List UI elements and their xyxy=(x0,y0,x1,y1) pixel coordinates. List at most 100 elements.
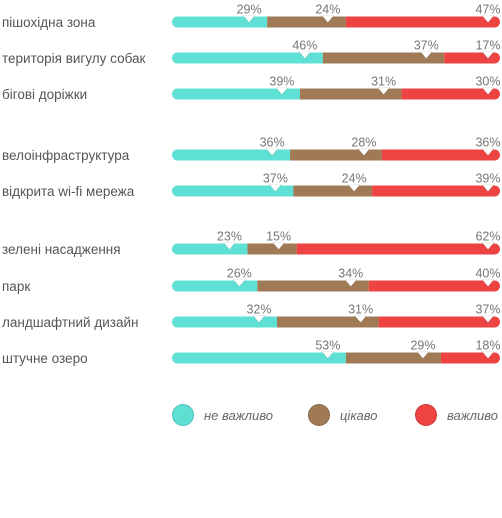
value-marker xyxy=(347,184,361,192)
bar-segment-interesting xyxy=(299,88,402,100)
bar-row xyxy=(172,52,500,64)
value-label: 39% xyxy=(475,172,500,186)
bar-row xyxy=(172,316,500,328)
category-label: зелені насадження xyxy=(2,242,121,257)
bar-segment-not-important xyxy=(172,280,258,292)
value-marker xyxy=(481,87,495,95)
bar-segment-interesting xyxy=(267,16,346,28)
bar-segment-not-important xyxy=(172,185,294,197)
stacked-bar-chart: пішохідна зона 29% 24% 47% територія вигулу … xyxy=(2,3,501,367)
value-label: 15% xyxy=(266,230,291,244)
bar-row xyxy=(172,185,500,197)
value-marker xyxy=(268,184,283,192)
value-label: 31% xyxy=(348,303,373,317)
bar-segment-important xyxy=(296,243,500,255)
legend-item-important[interactable]: важливо xyxy=(415,404,498,426)
value-marker xyxy=(481,351,495,359)
bar-segment-interesting xyxy=(247,243,297,255)
value-marker xyxy=(357,148,371,156)
value-marker xyxy=(481,315,495,323)
bar-row xyxy=(172,352,500,364)
bar-segment-interesting xyxy=(293,185,373,197)
value-marker xyxy=(481,184,495,192)
bar-segment-not-important xyxy=(172,16,268,28)
value-label: 37% xyxy=(475,303,500,317)
category-label: велоінфраструктура xyxy=(2,148,130,163)
bar-row xyxy=(172,149,500,161)
bar-segment-important xyxy=(345,16,500,28)
value-label: 39% xyxy=(269,75,294,89)
legend-swatch-interesting xyxy=(308,404,330,426)
category-label: парк xyxy=(2,279,30,294)
legend-swatch-important xyxy=(415,404,437,426)
value-label: 47% xyxy=(475,3,500,17)
bar-row xyxy=(172,88,500,100)
bar-row xyxy=(172,243,500,255)
legend-swatch-not-important xyxy=(172,404,194,426)
value-label: 37% xyxy=(263,172,288,186)
legend-label-important: важливо xyxy=(447,407,498,423)
category-label: штучне озеро xyxy=(2,351,88,366)
value-marker xyxy=(481,15,495,23)
category-label: пішохідна зона xyxy=(2,15,96,30)
bar-segment-important xyxy=(444,52,500,64)
value-label: 53% xyxy=(315,339,340,353)
bar-segment-not-important xyxy=(172,243,248,255)
bar-row xyxy=(172,16,500,28)
value-marker xyxy=(344,279,358,287)
bar-segment-not-important xyxy=(172,88,300,100)
bar-segment-important xyxy=(381,149,500,161)
legend-item-interesting[interactable]: цікаво xyxy=(308,404,377,426)
value-marker xyxy=(376,87,391,95)
value-label: 24% xyxy=(342,172,367,186)
category-label: територія вигулу собак xyxy=(2,51,146,66)
value-marker xyxy=(481,279,495,287)
bar-segment-interesting xyxy=(322,52,445,64)
value-label: 32% xyxy=(246,303,271,317)
value-label: 36% xyxy=(475,136,500,150)
value-marker xyxy=(265,148,279,156)
bar-segment-interesting xyxy=(345,352,441,364)
legend-label-not-important: не важливо xyxy=(204,407,273,423)
bar-segment-interesting xyxy=(276,316,379,328)
value-marker xyxy=(252,315,266,323)
category-label: відкрита wi-fi мережа xyxy=(2,184,135,199)
category-label: ландшафтний дизайн xyxy=(2,315,138,330)
bar-segment-important xyxy=(378,316,500,328)
value-label: 17% xyxy=(475,39,500,53)
value-label: 29% xyxy=(410,339,435,353)
value-label: 23% xyxy=(217,230,242,244)
value-marker xyxy=(321,351,335,359)
value-marker xyxy=(416,351,430,359)
value-marker xyxy=(271,242,286,250)
bar-segment-not-important xyxy=(172,52,323,64)
value-label: 62% xyxy=(475,230,500,244)
value-label: 29% xyxy=(237,3,262,17)
value-label: 31% xyxy=(371,75,396,89)
bar-segment-not-important xyxy=(172,316,277,328)
legend-item-not-important[interactable]: не важливо xyxy=(172,404,273,426)
bar-segment-interesting xyxy=(290,149,382,161)
value-marker xyxy=(242,15,256,23)
value-label: 26% xyxy=(227,267,252,281)
category-label: бігові доріжки xyxy=(2,87,87,102)
value-marker xyxy=(321,15,335,23)
value-marker xyxy=(298,51,312,59)
value-label: 18% xyxy=(475,339,500,353)
value-marker xyxy=(275,87,289,95)
bar-segment-not-important xyxy=(172,352,346,364)
value-label: 46% xyxy=(292,39,317,53)
value-label: 30% xyxy=(475,75,500,89)
legend-bottom xyxy=(0,489,502,513)
bar-segment-important xyxy=(440,352,500,364)
legend-label-interesting: цікаво xyxy=(340,407,378,423)
value-marker xyxy=(481,242,495,250)
bar-segment-important xyxy=(372,185,500,197)
bar-segment-interesting xyxy=(257,280,369,292)
bar-segment-important xyxy=(401,88,500,100)
value-label: 40% xyxy=(475,267,500,281)
value-label: 24% xyxy=(315,3,340,17)
value-marker xyxy=(481,148,495,156)
value-marker xyxy=(419,51,433,59)
value-label: 34% xyxy=(338,267,363,281)
